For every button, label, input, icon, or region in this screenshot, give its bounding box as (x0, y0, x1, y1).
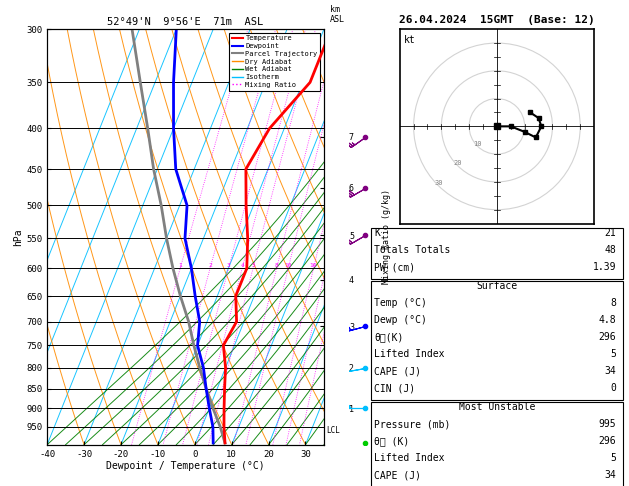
Text: CAPE (J): CAPE (J) (374, 470, 421, 481)
Text: Pressure (mb): Pressure (mb) (374, 419, 450, 430)
Text: PW (cm): PW (cm) (374, 262, 415, 273)
Text: 5: 5 (611, 453, 616, 464)
Text: 3: 3 (226, 263, 230, 268)
Text: 4.8: 4.8 (599, 315, 616, 326)
Text: km
ASL: km ASL (330, 5, 345, 24)
Text: LCL: LCL (326, 426, 340, 435)
Text: Lifted Index: Lifted Index (374, 349, 445, 360)
Text: Dewp (°C): Dewp (°C) (374, 315, 427, 326)
Text: 0: 0 (611, 383, 616, 394)
Text: CIN (J): CIN (J) (374, 383, 415, 394)
Y-axis label: hPa: hPa (13, 228, 23, 246)
Text: 296: 296 (599, 436, 616, 447)
Text: kt: kt (404, 35, 415, 45)
Text: 20: 20 (454, 160, 462, 166)
Legend: Temperature, Dewpoint, Parcel Trajectory, Dry Adiabat, Wet Adiabat, Isotherm, Mi: Temperature, Dewpoint, Parcel Trajectory… (230, 33, 320, 90)
Text: 2: 2 (208, 263, 212, 268)
Text: 1.39: 1.39 (593, 262, 616, 273)
Text: 10: 10 (284, 263, 292, 268)
Text: 34: 34 (604, 366, 616, 377)
Text: Totals Totals: Totals Totals (374, 245, 450, 256)
Text: 21: 21 (604, 228, 616, 239)
Text: θᴇ(K): θᴇ(K) (374, 332, 404, 343)
Text: 26.04.2024  15GMT  (Base: 12): 26.04.2024 15GMT (Base: 12) (399, 15, 595, 25)
Text: Temp (°C): Temp (°C) (374, 298, 427, 309)
Text: Mixing Ratio (g/kg): Mixing Ratio (g/kg) (382, 190, 391, 284)
Text: 8: 8 (275, 263, 279, 268)
Text: Most Unstable: Most Unstable (459, 402, 535, 413)
Text: K: K (374, 228, 380, 239)
Text: 995: 995 (599, 419, 616, 430)
Text: 34: 34 (604, 470, 616, 481)
Text: 10: 10 (473, 141, 482, 147)
Text: 5: 5 (611, 349, 616, 360)
Text: 16: 16 (309, 263, 317, 268)
Title: 52°49'N  9°56'E  71m  ASL: 52°49'N 9°56'E 71m ASL (108, 17, 264, 27)
Text: CAPE (J): CAPE (J) (374, 366, 421, 377)
Text: Lifted Index: Lifted Index (374, 453, 445, 464)
Text: 4: 4 (240, 263, 244, 268)
Text: 1: 1 (178, 263, 182, 268)
Text: θᴇ (K): θᴇ (K) (374, 436, 409, 447)
Text: Surface: Surface (476, 281, 518, 292)
Text: 48: 48 (604, 245, 616, 256)
Text: 296: 296 (599, 332, 616, 343)
Text: 8: 8 (611, 298, 616, 309)
Text: 5: 5 (251, 263, 255, 268)
Text: 30: 30 (435, 180, 443, 186)
X-axis label: Dewpoint / Temperature (°C): Dewpoint / Temperature (°C) (106, 461, 265, 471)
